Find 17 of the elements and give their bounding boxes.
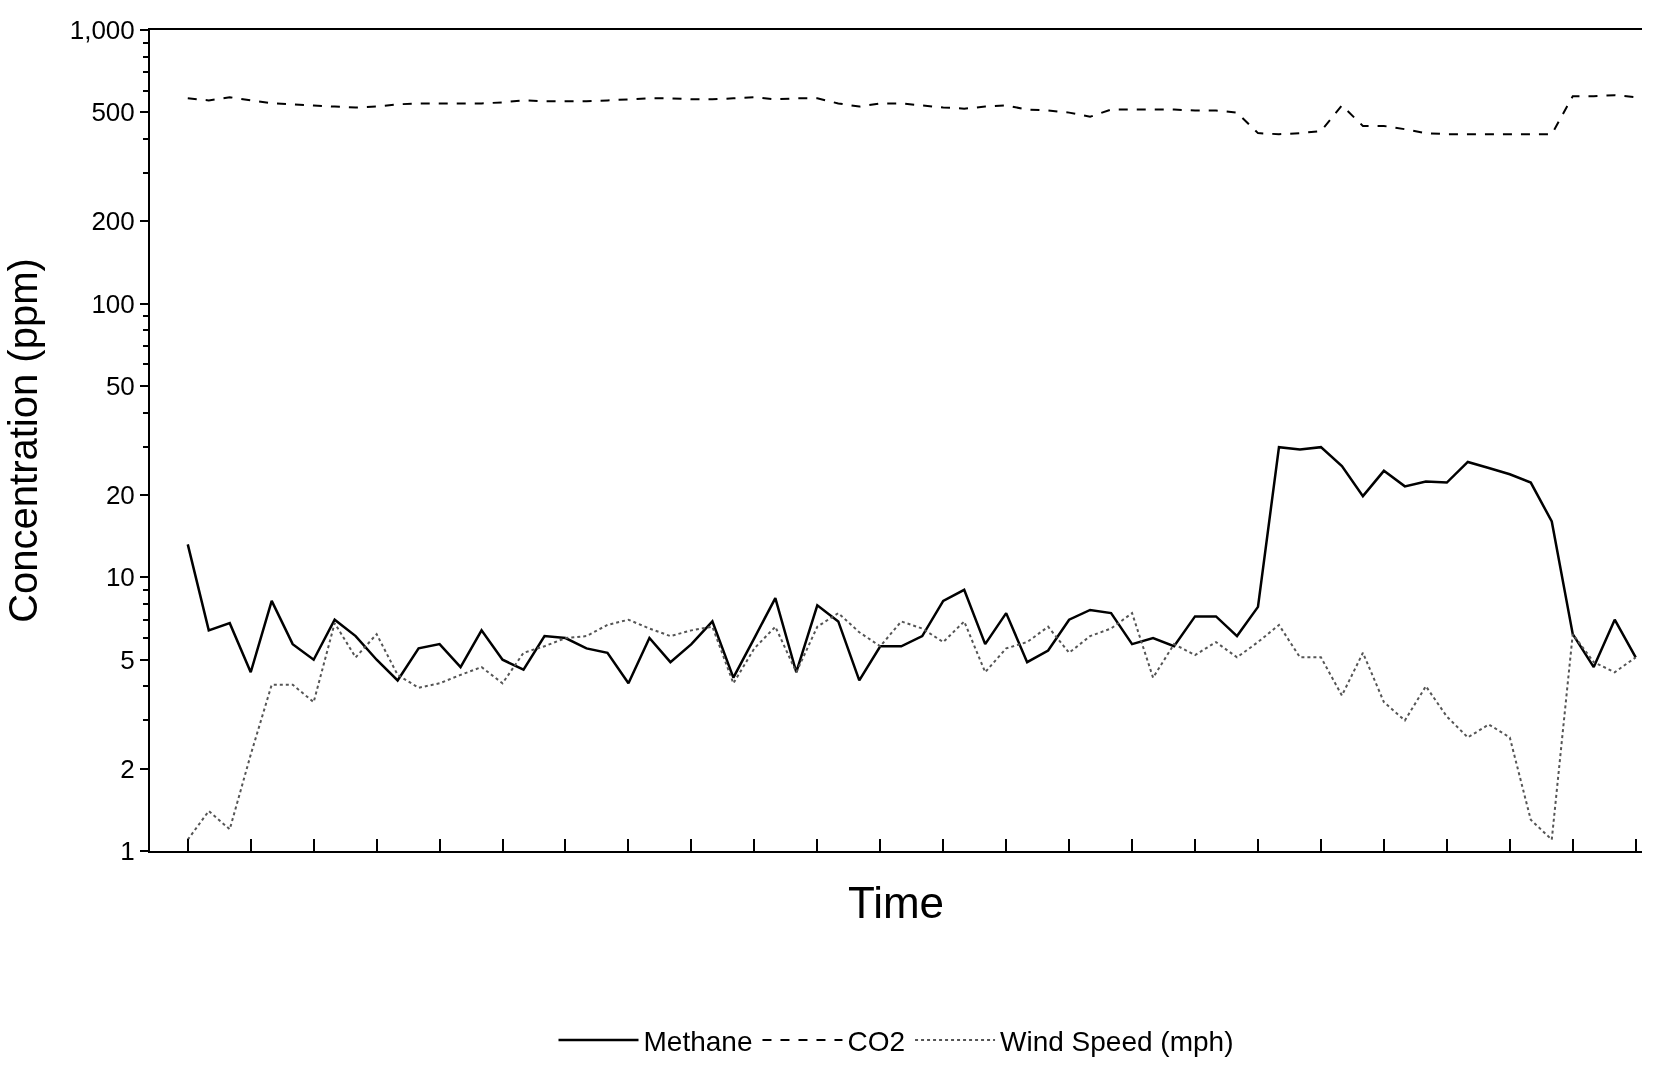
y-axis-title: Concentration (ppm) [0,258,45,623]
line-series [186,445,1637,685]
y-tick-label: 1 [120,836,135,867]
y-tick-label: 20 [105,480,135,511]
y-tick-label: 1,000 [69,15,135,46]
y-tick-label: 10 [105,562,135,593]
y-tick-label: 2 [120,753,135,784]
y-tick-label: 50 [105,371,135,402]
y-tick-label: 500 [91,97,135,128]
y-tick-label: 200 [91,206,135,237]
x-axis-title: Time [847,877,945,927]
legend-label: Methane [643,1025,753,1057]
line-series [186,612,1637,841]
y-tick-label: 5 [120,644,135,675]
legend-label: Wind Speed (mph) [1000,1025,1234,1057]
y-tick-label: 100 [91,288,135,319]
legend-label: CO2 [847,1025,906,1057]
